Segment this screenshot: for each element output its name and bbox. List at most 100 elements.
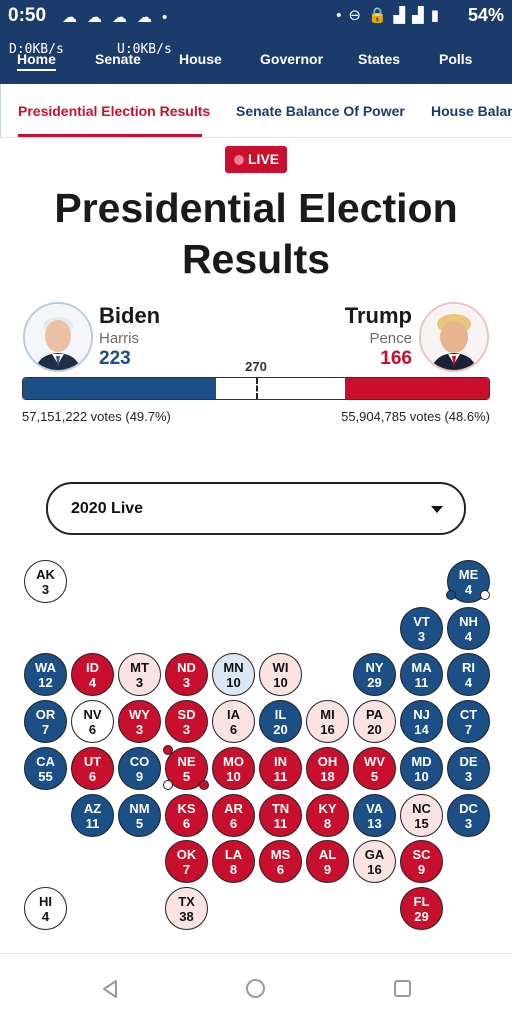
tab-house[interactable]: House Balan [431,103,512,119]
tab-presidential[interactable]: Presidential Election Results [18,103,211,119]
state-electoral-votes: 11 [273,768,288,784]
state-nj[interactable]: NJ 14 [400,700,443,744]
system-nav-bar [0,953,512,1024]
state-id[interactable]: ID 4 [71,653,114,697]
state-mi[interactable]: MI 16 [306,700,349,744]
upload-speed: U:0KB/s [117,42,172,57]
state-wv[interactable]: WV 5 [353,746,396,790]
state-abbrev: IL [274,707,287,723]
state-ut[interactable]: UT 6 [71,746,114,790]
state-hi[interactable]: HI 4 [24,886,67,930]
biden-portrait-icon [25,304,91,370]
state-ky[interactable]: KY 8 [306,793,349,837]
state-electoral-votes: 20 [273,722,288,738]
state-abbrev: AZ [83,800,102,816]
state-abbrev: MI [320,707,335,723]
state-sd[interactable]: SD 3 [165,700,208,744]
state-electoral-votes: 4 [464,582,473,597]
state-or[interactable]: OR 7 [24,700,67,744]
state-ar[interactable]: AR 6 [212,793,255,837]
state-al[interactable]: AL 9 [306,840,349,884]
state-ga[interactable]: GA 16 [353,840,396,884]
state-nh[interactable]: NH 4 [447,606,490,650]
state-pa[interactable]: PA 20 [353,700,396,744]
state-tx[interactable]: TX 38 [165,886,208,930]
home-icon[interactable] [246,979,265,998]
state-electoral-votes: 11 [273,815,288,831]
state-electoral-votes: 38 [179,908,194,924]
state-electoral-votes: 55 [38,768,53,784]
state-electoral-votes: 3 [41,582,50,597]
state-ny[interactable]: NY 29 [353,653,396,697]
state-sc[interactable]: SC 9 [400,840,443,884]
state-nv[interactable]: NV 6 [71,700,114,744]
state-ri[interactable]: RI 4 [447,653,490,697]
status-bar: 0:50 ☁☁☁☁• •⊖🔒▟▟▮ 54% [0,0,512,34]
state-oh[interactable]: OH 18 [306,746,349,790]
state-ms[interactable]: MS 6 [259,840,302,884]
state-abbrev: AL [318,847,337,863]
year-dropdown[interactable]: 2020 Live [46,482,466,535]
state-electoral-votes: 6 [229,815,238,831]
state-abbrev: WA [35,660,56,676]
nav-item-governor[interactable]: Governor [260,51,324,67]
state-ca[interactable]: CA 55 [24,746,67,790]
state-va[interactable]: VA 13 [353,793,396,837]
state-wy[interactable]: WY 3 [118,700,161,744]
rep-popular-votes: 55,904,785 votes (48.6%) [341,409,490,424]
state-abbrev: VT [413,613,430,629]
district-pip [163,779,173,790]
state-abbrev: OK [176,847,197,863]
state-fl[interactable]: FL 29 [400,886,443,930]
state-tn[interactable]: TN 11 [259,793,302,837]
district-pip [480,590,490,600]
state-electoral-votes: 16 [367,862,382,878]
state-la[interactable]: LA 8 [212,840,255,884]
tab-senate[interactable]: Senate Balance Of Power [236,103,405,119]
state-nd[interactable]: ND 3 [165,653,208,697]
trump-portrait-icon [421,304,487,370]
state-abbrev: IN [274,753,287,769]
state-nm[interactable]: NM 5 [118,793,161,837]
state-ct[interactable]: CT 7 [447,700,490,744]
dem-electoral-votes: 223 [99,348,131,369]
state-ak[interactable]: AK 3 [24,560,67,603]
state-co[interactable]: CO 9 [118,746,161,790]
state-abbrev: CT [459,707,478,723]
nav-item-senate[interactable]: Senate [95,51,141,67]
state-electoral-votes: 7 [41,722,50,738]
state-ia[interactable]: IA 6 [212,700,255,744]
state-electoral-votes: 6 [276,862,285,878]
state-ma[interactable]: MA 11 [400,653,443,697]
state-mt[interactable]: MT 3 [118,653,161,697]
state-electoral-votes: 18 [320,768,335,784]
back-icon[interactable] [100,979,120,999]
battery-icon: ▮ [430,7,446,24]
state-ks[interactable]: KS 6 [165,793,208,837]
state-ok[interactable]: OK 7 [165,840,208,884]
nav-item-house[interactable]: House [179,51,222,67]
messenger-icon: ☁ [112,9,137,26]
state-de[interactable]: DE 3 [447,746,490,790]
state-mn[interactable]: MN 10 [212,653,255,697]
state-abbrev: HI [39,893,52,909]
state-dc[interactable]: DC 3 [447,793,490,837]
recents-icon[interactable] [394,980,411,997]
state-abbrev: UT [83,753,102,769]
nav-item-polls[interactable]: Polls [439,51,473,67]
state-il[interactable]: IL 20 [259,700,302,744]
nav-item-home[interactable]: Home [17,51,56,71]
nav-item-states[interactable]: States [358,51,401,67]
state-vt[interactable]: VT 3 [400,606,443,650]
state-abbrev: OR [35,707,56,723]
state-in[interactable]: IN 11 [259,746,302,790]
state-nc[interactable]: NC 15 [400,793,443,837]
state-az[interactable]: AZ 11 [71,793,114,837]
state-mo[interactable]: MO 10 [212,746,255,790]
state-wi[interactable]: WI 10 [259,653,302,697]
state-wa[interactable]: WA 12 [24,653,67,697]
state-electoral-votes: 4 [464,675,473,691]
state-md[interactable]: MD 10 [400,746,443,790]
dnd-icon: ⊖ [348,7,368,24]
